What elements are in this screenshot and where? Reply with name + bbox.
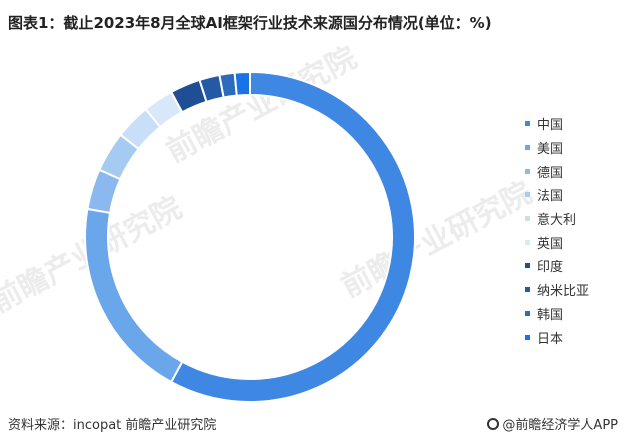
chart-legend: 中国美国德国法国意大利英国印度纳米比亚韩国日本	[525, 112, 589, 349]
legend-item: 中国	[525, 112, 589, 136]
donut-slice-中国	[169, 70, 416, 403]
legend-item: 日本	[525, 325, 589, 349]
donut-slice-美国	[84, 207, 184, 384]
legend-swatch	[525, 263, 530, 269]
legend-swatch	[525, 310, 530, 316]
legend-item: 纳米比亚	[525, 278, 589, 302]
source-note: 资料来源：incopat 前瞻产业研究院	[8, 418, 217, 433]
donut-slice-日本	[233, 70, 251, 97]
legend-swatch	[525, 216, 530, 222]
legend-item: 英国	[525, 230, 589, 254]
legend-label: 纳米比亚	[537, 284, 590, 300]
legend-label: 美国	[537, 142, 564, 158]
legend-label: 日本	[537, 331, 564, 347]
legend-label: 意大利	[537, 213, 577, 229]
legend-item: 美国	[525, 136, 589, 160]
legend-label: 印度	[537, 260, 564, 276]
legend-item: 德国	[525, 159, 589, 183]
brand-credit: @前瞻经济学人APP	[487, 414, 618, 433]
donut-slices	[84, 70, 416, 403]
chart-title: 图表1：截止2023年8月全球AI框架行业技术来源国分布情况(单位：%)	[8, 14, 492, 32]
legend-swatch	[525, 239, 530, 245]
legend-item: 法国	[525, 183, 589, 207]
legend-label: 中国	[537, 118, 564, 134]
legend-label: 德国	[537, 165, 564, 181]
legend-item: 意大利	[525, 207, 589, 231]
legend-item: 印度	[525, 254, 589, 278]
brand-logo-icon	[487, 417, 500, 430]
legend-label: 韩国	[537, 307, 564, 323]
legend-swatch	[525, 168, 530, 174]
legend-swatch	[525, 121, 530, 127]
legend-label: 法国	[537, 189, 564, 205]
brand-label: @前瞻经济学人APP	[502, 418, 618, 433]
legend-swatch	[525, 192, 530, 198]
legend-swatch	[525, 145, 530, 151]
legend-label: 英国	[537, 236, 564, 252]
legend-swatch	[525, 334, 530, 340]
legend-swatch	[525, 287, 530, 293]
legend-item: 韩国	[525, 302, 589, 326]
